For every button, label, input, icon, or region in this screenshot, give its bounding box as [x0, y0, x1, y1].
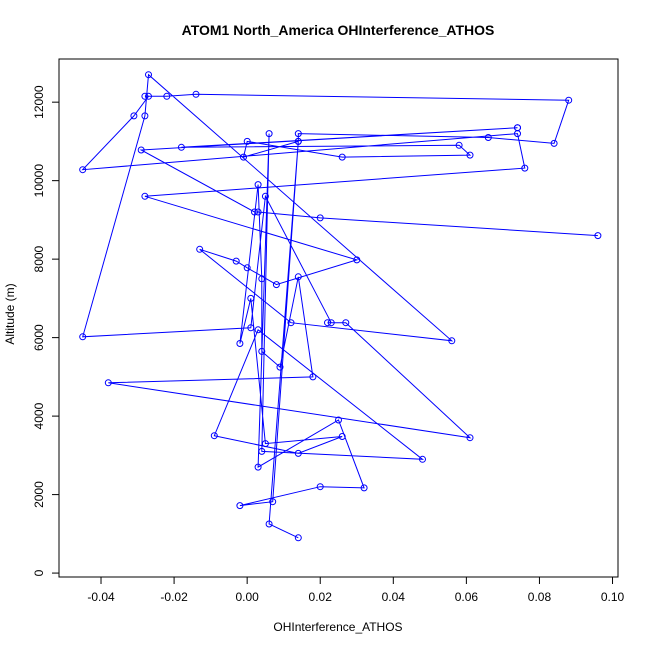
data-point — [79, 166, 87, 174]
data-point — [419, 455, 426, 463]
data-point — [265, 130, 273, 138]
y-tick-label: 4000 — [32, 402, 46, 429]
data-point — [550, 139, 558, 147]
data-point — [338, 433, 346, 440]
x-tick-label: 0.00 — [235, 590, 259, 604]
data-point — [316, 483, 324, 491]
data-point — [141, 92, 149, 100]
data-point — [210, 432, 218, 440]
data-point — [316, 214, 324, 222]
data-point — [565, 96, 573, 104]
x-tick-label: 0.08 — [528, 590, 552, 604]
data-point — [265, 520, 273, 528]
data-point — [196, 245, 204, 253]
data-point — [514, 124, 521, 132]
y-tick-label: 8000 — [32, 245, 46, 272]
data-point — [287, 319, 295, 327]
data-point — [455, 141, 463, 149]
x-tick-label: 0.10 — [601, 590, 625, 604]
data-point — [258, 447, 266, 455]
data-point — [177, 143, 185, 151]
data-point — [294, 449, 302, 457]
data-point — [261, 192, 269, 200]
data-point — [251, 208, 258, 216]
series-layer — [79, 71, 602, 542]
data-point — [130, 112, 138, 120]
data-point — [269, 498, 277, 506]
x-tick-label: 0.02 — [309, 590, 333, 604]
data-point — [254, 326, 262, 334]
data-point — [521, 164, 529, 172]
data-point — [232, 257, 240, 265]
data-point — [466, 151, 474, 159]
y-tick-label: 2000 — [32, 481, 46, 508]
x-axis-label: OHInterference_ATHOS — [273, 620, 402, 634]
data-point — [335, 416, 342, 424]
data-point — [342, 319, 350, 327]
data-point — [236, 502, 244, 510]
y-axis: 0 2000 4000 6000 8000 10000 12000 — [32, 85, 60, 576]
x-tick-label: -0.02 — [160, 590, 188, 604]
data-point — [261, 440, 269, 448]
x-tick-label: 0.06 — [455, 590, 479, 604]
y-tick-label: 10000 — [32, 164, 46, 198]
data-point — [294, 273, 302, 281]
data-point — [236, 340, 244, 347]
x-tick-label: 0.04 — [382, 590, 406, 604]
data-point — [145, 92, 152, 100]
data-point — [353, 256, 361, 264]
data-point — [141, 192, 149, 200]
data-point — [163, 92, 171, 100]
data-point — [484, 134, 492, 141]
data-point — [327, 319, 335, 327]
data-point — [309, 373, 317, 381]
data-point — [466, 434, 474, 442]
data-point — [594, 232, 602, 240]
data-point — [141, 112, 149, 120]
data-point — [272, 281, 280, 289]
y-tick-label: 0 — [32, 569, 46, 576]
data-point — [294, 137, 302, 145]
y-tick-label: 12000 — [32, 85, 46, 119]
x-tick-label: -0.04 — [87, 590, 115, 604]
data-point — [294, 130, 302, 138]
data-point — [294, 534, 302, 542]
y-tick-label: 6000 — [32, 324, 46, 351]
data-point — [243, 137, 251, 145]
data-point — [276, 363, 284, 371]
x-axis: -0.04 -0.02 0.00 0.02 0.04 0.06 0.08 0.10 — [87, 576, 625, 604]
data-point — [254, 208, 262, 216]
data-point — [243, 264, 251, 272]
data-point — [254, 181, 262, 189]
data-point — [145, 71, 152, 79]
data-point — [254, 463, 262, 471]
data-point — [240, 153, 247, 161]
y-axis-label: Altitude (m) — [3, 283, 17, 344]
data-point — [137, 146, 145, 154]
data-point — [192, 90, 200, 98]
data-point — [258, 275, 266, 283]
data-point — [247, 294, 255, 302]
data-point — [258, 347, 266, 355]
series-line — [81, 73, 598, 539]
data-point — [104, 379, 112, 387]
data-point — [360, 484, 368, 492]
data-point — [338, 153, 346, 161]
data-point — [324, 319, 331, 327]
chart-title: ATOM1 North_America OHInterference_ATHOS — [182, 22, 495, 38]
data-point — [247, 324, 255, 332]
data-point — [448, 337, 456, 345]
data-point — [79, 333, 87, 341]
